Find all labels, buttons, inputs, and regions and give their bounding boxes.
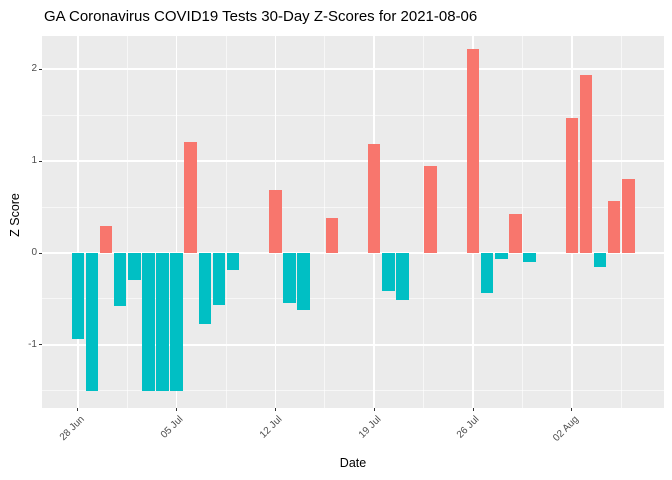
x-tick-mark [472, 408, 474, 411]
x-tick-label: 02 Aug [550, 414, 581, 444]
bar-06-aug [622, 179, 635, 253]
bar-09-jul [226, 253, 240, 270]
plot-panel [42, 36, 664, 408]
gridline-minor-v [521, 36, 523, 408]
bar-08-jul [212, 253, 226, 306]
bar-23-jul [424, 165, 437, 253]
y-tick-mark [39, 344, 42, 346]
x-tick-mark [373, 408, 375, 411]
gridline-major-v [175, 36, 178, 408]
bar-30-jun [99, 226, 113, 253]
bar-14-jul [297, 253, 310, 311]
bar-21-jul [396, 253, 409, 300]
gridline-minor-v [324, 36, 326, 408]
bar-16-jul [325, 218, 339, 253]
y-tick-mark [39, 68, 42, 70]
y-tick-label: 0 [31, 247, 37, 258]
gridline-minor-v [225, 36, 227, 408]
chart-title: GA Coronavirus COVID19 Tests 30-Day Z-Sc… [44, 8, 478, 25]
bar-07-jul [198, 253, 212, 324]
bar-12-jul [269, 189, 282, 253]
bar-04-jul [156, 253, 169, 391]
gridline-minor-h [42, 298, 664, 300]
gridline-major-v [77, 36, 79, 408]
x-tick-mark [77, 408, 79, 411]
bar-05-jul [170, 253, 183, 391]
x-tick-mark [176, 408, 178, 411]
x-tick-label: 05 Jul [158, 414, 186, 441]
y-axis-title: Z Score [8, 193, 22, 237]
bar-26-jul [466, 48, 480, 253]
y-tick-label: 1 [31, 155, 37, 166]
y-tick-label: 2 [31, 63, 37, 75]
bar-30-jul [523, 253, 536, 263]
x-tick-label: 26 Jul [455, 414, 482, 441]
x-tick-mark [274, 408, 276, 411]
gridline-minor-v [126, 36, 128, 408]
bar-06-jul [184, 141, 197, 253]
gridline-major-h [42, 344, 664, 346]
y-tick-label: -1 [28, 338, 37, 350]
x-tick-label: 28 Jun [57, 414, 87, 444]
bar-28-jul [495, 253, 508, 259]
y-tick-mark [39, 160, 42, 162]
y-tick-mark [39, 252, 42, 254]
bar-03-jul [142, 253, 155, 391]
gridline-minor-h [42, 206, 664, 208]
gridline-major-h [42, 68, 664, 70]
bar-27-jul [480, 253, 494, 294]
gridline-major-h [42, 252, 664, 254]
x-axis-title: Date [339, 456, 367, 470]
bar-02-jul [128, 253, 141, 280]
gridline-minor-h [42, 390, 664, 392]
bar-01-jul [113, 253, 127, 307]
x-tick-label: 19 Jul [356, 414, 383, 441]
bar-04-aug [593, 253, 607, 267]
bar-03-aug [579, 75, 593, 253]
gridline-minor-v [423, 36, 425, 408]
bar-29-jun [85, 253, 99, 391]
bar-29-jul [509, 214, 522, 253]
bar-19-jul [367, 143, 381, 253]
bar-20-jul [382, 253, 395, 291]
gridline-minor-v [620, 36, 622, 408]
bar-28-jun [71, 253, 85, 340]
gridline-major-h [42, 160, 664, 162]
bar-05-aug [607, 201, 621, 253]
x-tick-mark [571, 408, 573, 411]
bar-02-aug [565, 117, 579, 253]
gridline-minor-h [42, 114, 664, 116]
bar-13-jul [283, 253, 296, 303]
x-tick-label: 12 Jul [257, 414, 285, 441]
